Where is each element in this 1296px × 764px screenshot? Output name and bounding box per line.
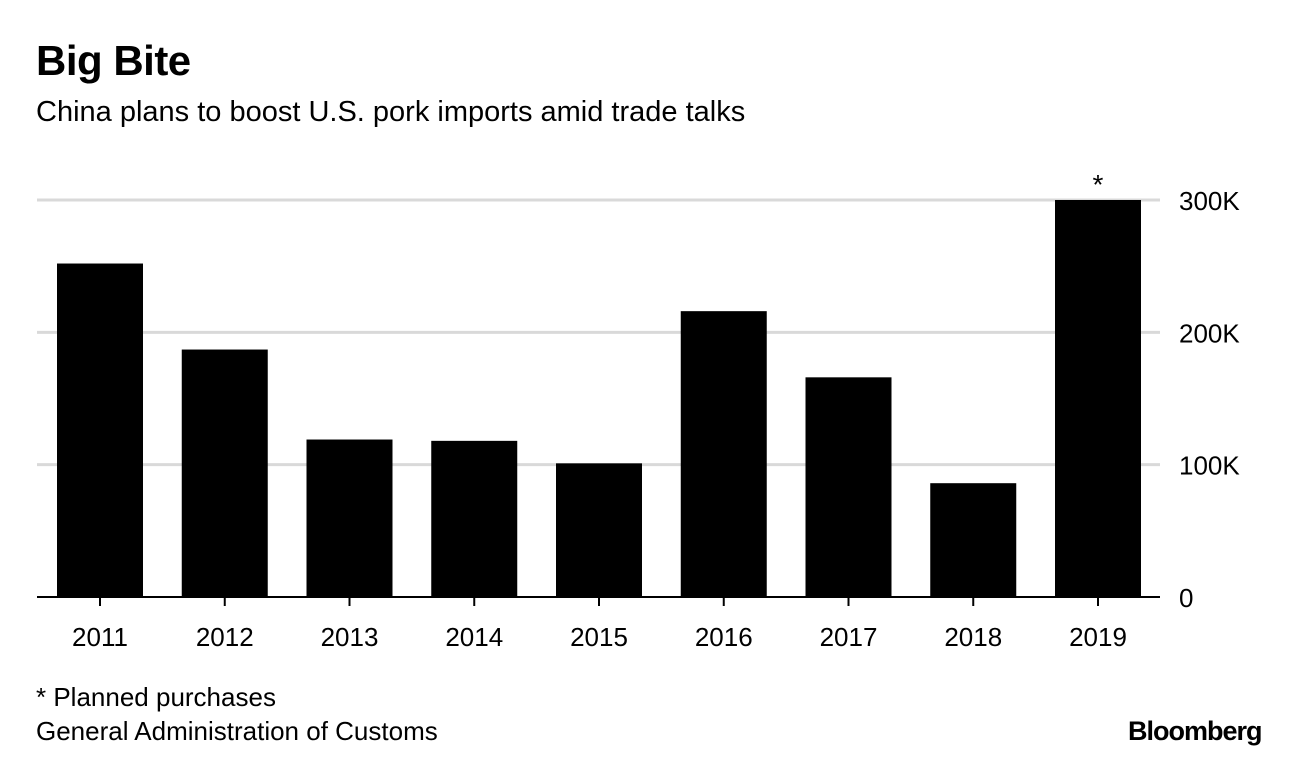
chart-subtitle: China plans to boost U.S. pork imports a… [36,96,746,128]
bloomberg-logo: Bloomberg [1128,716,1263,746]
x-tick-label: 2019 [1069,622,1127,652]
x-tick-label: 2011 [72,622,128,652]
x-tick-label: 2014 [445,622,503,652]
bar-2016 [680,311,767,597]
bar-2018 [930,483,1017,597]
x-tick-label: 2013 [321,622,379,652]
x-tick-label: 2017 [820,622,878,652]
x-tick-label: 2015 [570,622,628,652]
bar-2012 [181,349,268,597]
chart-title: Big Bite [36,37,191,84]
bar-2015 [556,463,642,597]
footnote: * Planned purchases [36,682,276,712]
bar-2017 [805,377,892,597]
bar-2014 [431,440,518,597]
y-tick-label: 100K [1179,451,1240,481]
x-tick-label: 2012 [196,622,254,652]
bar-2013 [306,439,393,597]
bar-2019 [1055,200,1141,597]
x-tick-label: 2016 [695,622,753,652]
annotation-asterisk: * [1093,169,1104,200]
y-tick-label: 200K [1179,318,1240,348]
bar-2011 [57,263,143,597]
y-tick-label: 300K [1179,186,1240,216]
y-tick-label: 0 [1179,583,1193,613]
source-note: General Administration of Customs [36,716,438,746]
x-tick-label: 2018 [944,622,1002,652]
bar-chart: 0 100K 200K 300K 2011 2012 2013 2014 2015 2016 201… [37,169,1240,652]
